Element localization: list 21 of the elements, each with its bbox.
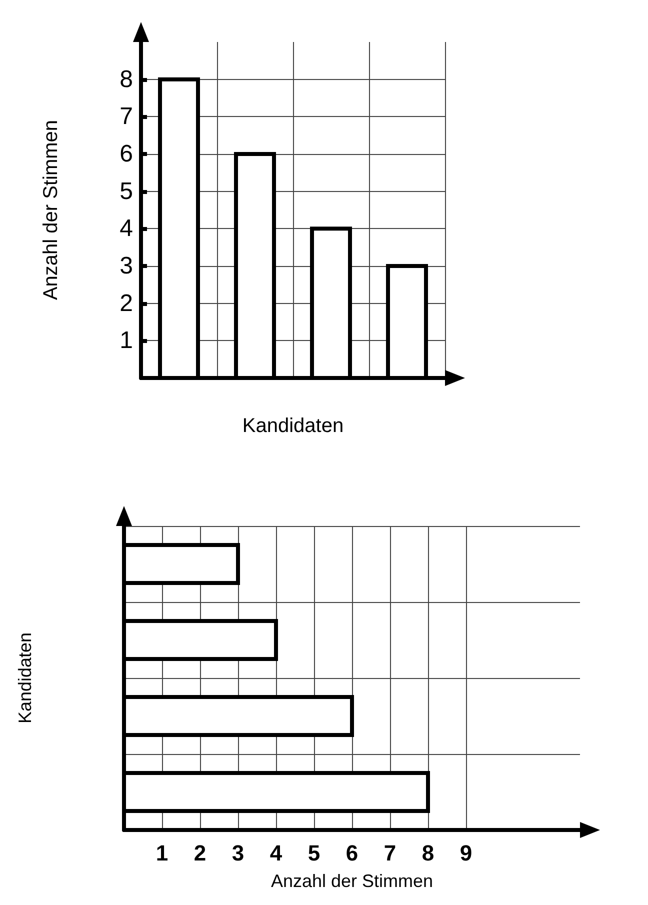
x-tick-label: 1 <box>156 840 168 866</box>
x-axis-title: Kandidaten <box>242 415 344 437</box>
x-tick-label: 3 <box>232 840 244 866</box>
x-axis-title: Anzahl der Stimmen <box>270 871 434 891</box>
x-tick-label: 8 <box>422 840 434 866</box>
y-axis-title: Anzahl der Stimmen <box>40 120 62 300</box>
y-axis-title: Kandidaten <box>15 632 35 724</box>
x-tick-label: 5 <box>308 840 320 866</box>
x-tick-label: 7 <box>384 840 396 866</box>
y-tick-label: 6 <box>120 140 133 168</box>
y-tick-label: 1 <box>120 327 133 354</box>
x-tick-label: 2 <box>194 840 206 866</box>
y-tick-label: 3 <box>120 252 133 280</box>
x-tick-label: 9 <box>460 840 472 866</box>
y-tick-label: 5 <box>120 178 133 205</box>
y-tick-label: 7 <box>120 103 133 130</box>
x-tick-label: 6 <box>346 840 358 866</box>
y-tick-label: 4 <box>120 215 133 242</box>
y-tick-label: 2 <box>120 290 133 317</box>
x-tick-label: 4 <box>270 840 283 866</box>
y-tick-label: 8 <box>120 66 133 93</box>
